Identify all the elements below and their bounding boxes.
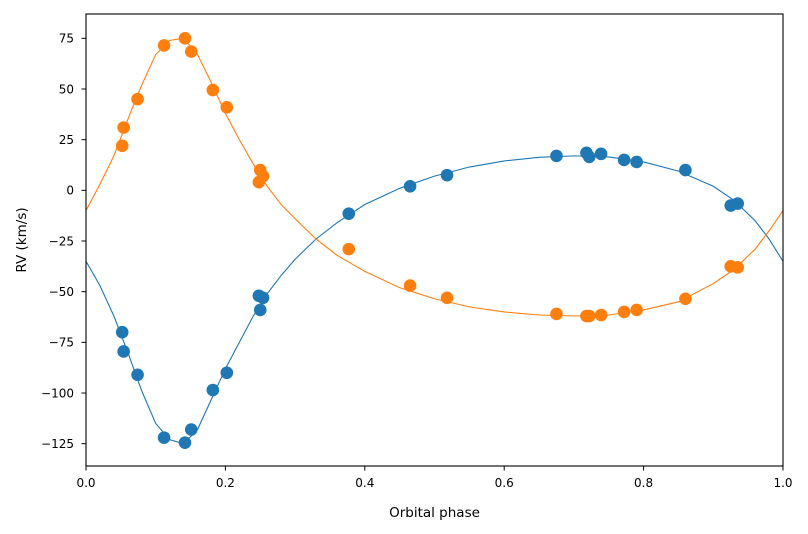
series-layer [86,32,783,449]
series-0-point-2 [131,368,144,382]
y-tick-label-6: 25 [59,133,74,147]
series-0-point-11 [342,207,356,220]
series-0-point-5 [184,423,198,436]
x-tick-label-5: 1.0 [773,476,792,490]
y-tick-label-4: −25 [49,234,74,248]
series-1-point-19 [630,303,643,317]
series-0-point-1 [117,345,130,358]
x-tick-label-2: 0.4 [355,476,374,490]
series-0-point-3 [157,431,171,444]
x-tick-label-4: 0.8 [634,476,653,490]
series-1-model-line [86,37,783,317]
series-0-point-0 [115,325,129,339]
axes-frame [85,13,784,467]
series-1-point-2 [131,92,144,106]
y-tick-label-0: −125 [41,437,74,451]
series-1-point-17 [594,308,608,322]
series-0-point-16 [582,150,596,164]
series-1-point-3 [157,39,171,52]
series-0-point-7 [220,366,234,380]
y-tick-label-1: −100 [41,386,74,400]
x-tick-label-0: 0.0 [76,476,95,490]
y-axis-label: RV (km/s) [14,207,30,272]
series-1-point-1 [117,121,130,134]
series-0-point-14 [550,149,563,163]
series-1-point-20 [679,292,692,306]
series-0-point-6 [206,383,220,397]
series-1-point-12 [403,279,417,292]
series-0-point-20 [679,163,692,177]
y-tick-label-7: 50 [59,82,74,96]
series-1-point-6 [206,83,220,97]
series-1-point-11 [342,242,356,256]
y-tick-label-8: 75 [59,32,74,46]
series-1-point-5 [184,45,198,58]
x-axis-label: Orbital phase [389,505,480,521]
series-1-point-0 [115,139,129,153]
series-0-point-13 [440,168,454,182]
series-0-point-10 [253,303,267,317]
series-0-point-9 [256,291,270,305]
series-1-point-13 [440,291,454,305]
y-tick-label-2: −75 [49,336,74,350]
y-tick-label-3: −50 [49,285,74,299]
series-0-point-18 [617,153,631,167]
series-0-model-line [86,155,783,445]
x-tick-label-1: 0.2 [216,476,235,490]
axes-layer: 0.0 0.2 0.4 0.6 0.8 1.0 −125 −100 −75 −50 −25 0 25 50… [41,13,793,490]
series-0-point-12 [403,179,417,193]
series-1-point-14 [550,307,563,321]
series-0-point-4 [178,436,192,449]
series-1-point-10 [252,175,266,189]
series-1-point-22 [731,261,744,274]
series-1-point-4 [178,32,192,45]
y-tick-label-5: 0 [66,184,74,198]
series-1-point-7 [220,100,234,114]
series-0-point-17 [594,147,608,161]
series-1-point-18 [617,305,631,319]
series-1-point-16 [582,309,596,323]
series-0-point-22 [731,197,744,210]
series-0-point-19 [630,155,643,169]
x-tick-label-3: 0.6 [495,476,514,490]
